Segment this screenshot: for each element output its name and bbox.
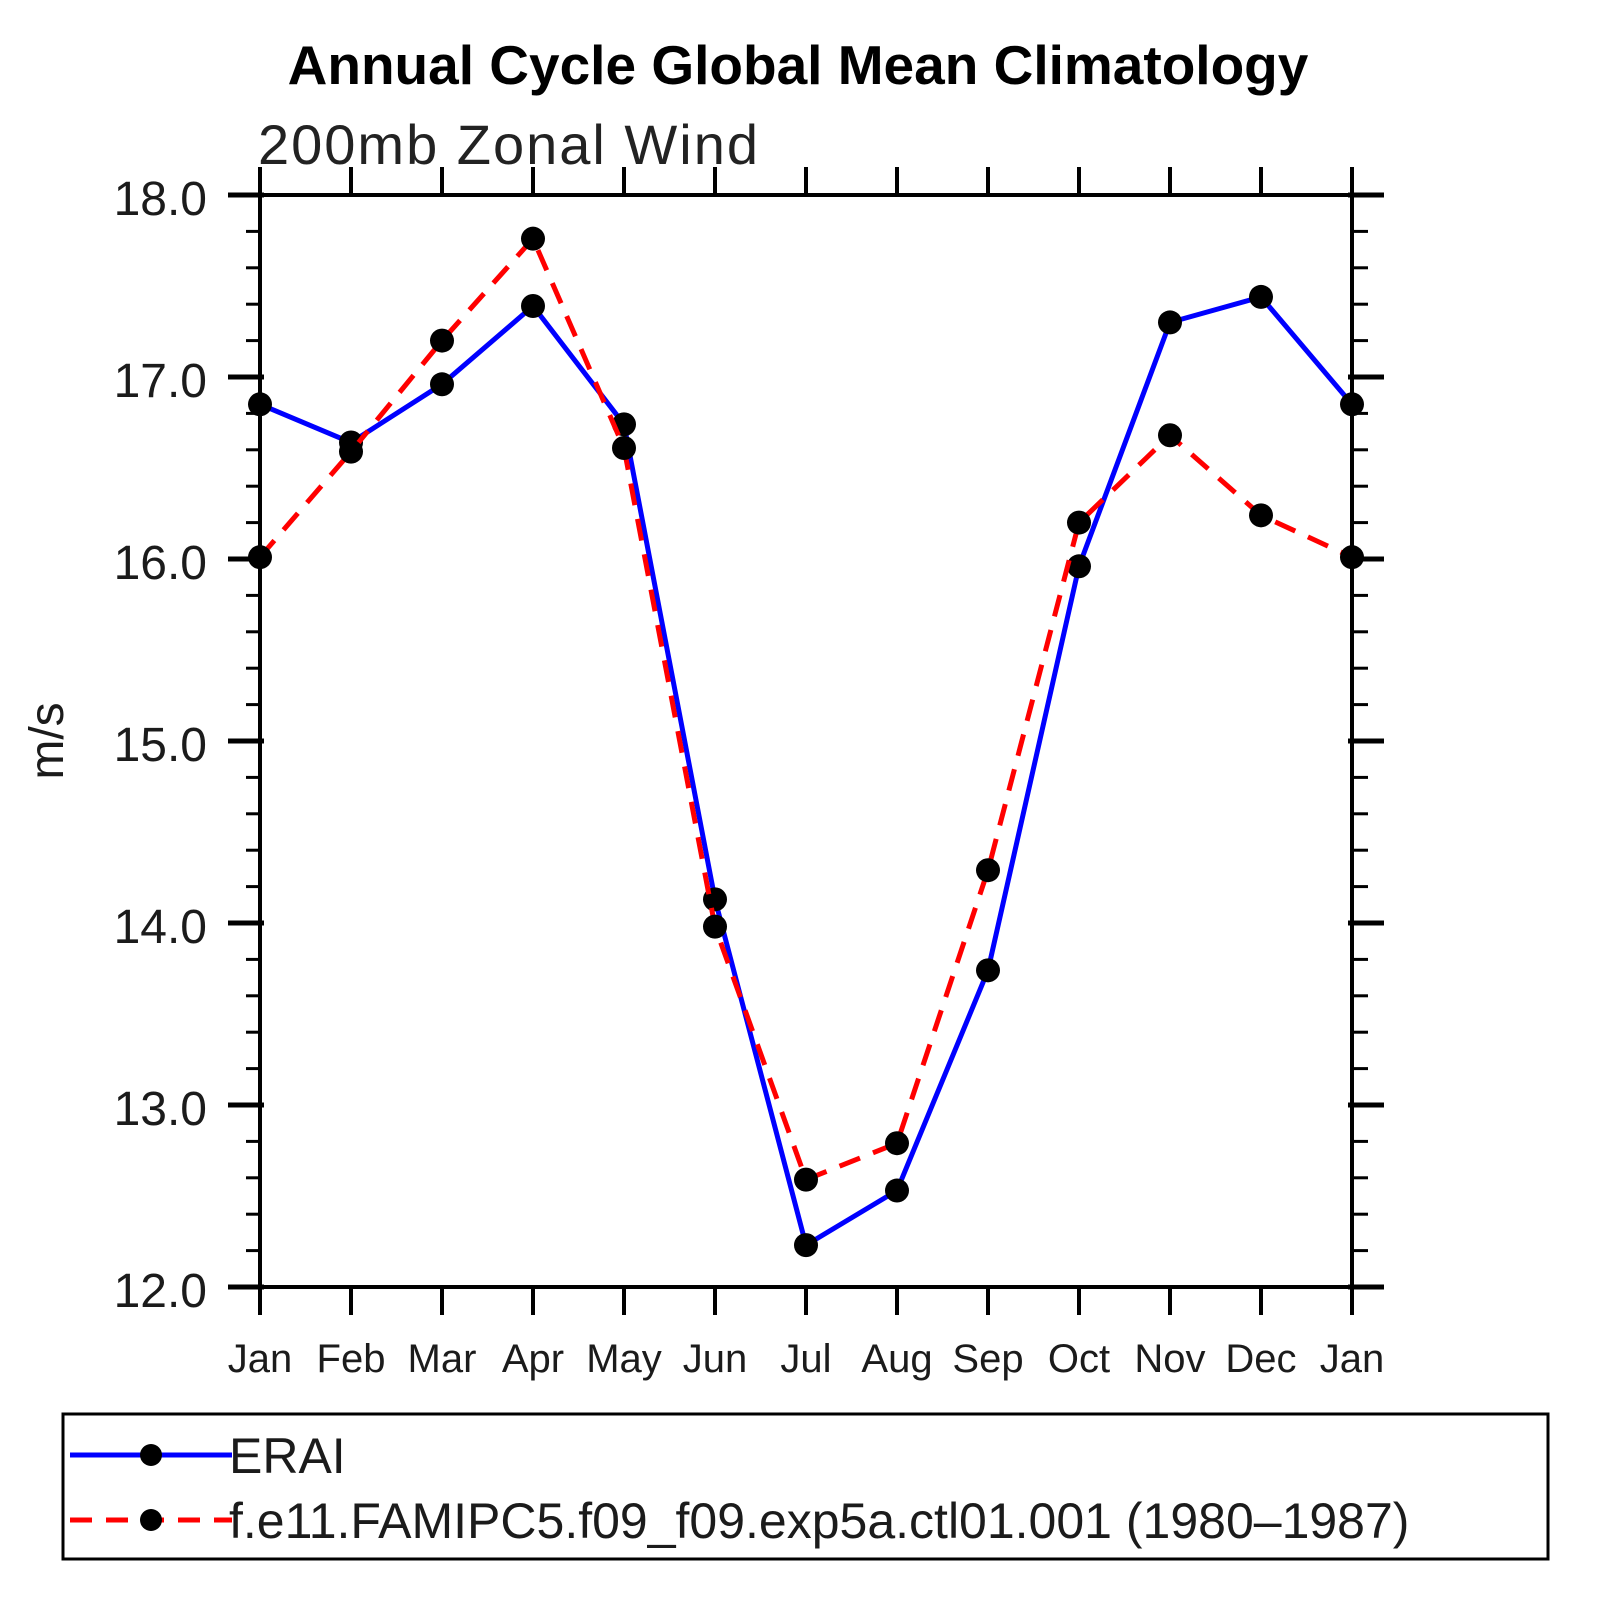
plot-area: Jan Feb Mar Apr May Jun Jul Aug Sep Oct Nov Dec Jan 1… <box>114 167 1385 1381</box>
series-0-marker <box>885 1178 909 1203</box>
x-tick-label: Apr <box>502 1337 564 1381</box>
series-0-marker <box>1158 310 1182 335</box>
series-0-marker <box>1340 392 1364 417</box>
series-0 <box>248 284 1364 1258</box>
x-tick-label: Feb <box>317 1337 386 1381</box>
chart-subtitle: 200mb Zonal Wind <box>258 113 760 176</box>
legend-box <box>61 1412 1550 1561</box>
chart-title: Annual Cycle Global Mean Climatology <box>288 34 1309 96</box>
legend-label-erai: ERAI <box>229 1428 346 1484</box>
x-tick-label: Jul <box>780 1337 831 1381</box>
series-0-marker <box>1249 284 1273 309</box>
series-1-marker <box>976 858 1000 883</box>
x-tick-label: Jan <box>228 1337 293 1381</box>
y-tick-label: 14.0 <box>114 901 207 954</box>
x-tick-label: Aug <box>861 1337 932 1381</box>
legend-label-model: f.e11.FAMIPC5.f09_f09.exp5a.ctl01.001 (1… <box>229 1493 1409 1549</box>
series-1-marker <box>703 914 727 939</box>
x-tick-label: Jan <box>1320 1337 1385 1381</box>
y-tick-label: 15.0 <box>114 719 207 772</box>
series-1-marker <box>1067 510 1091 535</box>
series-line-1 <box>258 234 1354 1183</box>
series-0-marker <box>248 392 272 417</box>
y-tick-label: 12.0 <box>114 1265 207 1318</box>
y-ticks <box>228 192 1384 1290</box>
y-tick-label: 18.0 <box>114 173 207 226</box>
series-0-marker <box>430 372 454 397</box>
legend-marker-erai-icon <box>140 1444 162 1466</box>
series-1 <box>248 226 1364 1192</box>
y-axis-label: m/s <box>21 702 74 779</box>
series-0-marker <box>1067 554 1091 579</box>
x-tick-label: Nov <box>1134 1337 1205 1381</box>
series-1-marker <box>1249 503 1273 528</box>
series-1-marker <box>430 328 454 353</box>
legend: ERAI f.e11.FAMIPC5.f09_f09.exp5a.ctl01.0… <box>61 1412 1550 1561</box>
series-line-0 <box>259 294 1354 1249</box>
x-tick-label: Dec <box>1225 1337 1296 1381</box>
x-tick-label: Jun <box>683 1337 748 1381</box>
y-tick-label: 13.0 <box>114 1083 207 1136</box>
x-tick-label: Oct <box>1048 1337 1110 1381</box>
x-tick-label: Mar <box>408 1337 477 1381</box>
series-1-marker <box>248 545 272 570</box>
series-1-marker <box>794 1167 818 1192</box>
x-ticks <box>258 167 1354 1315</box>
series-1-marker <box>1158 423 1182 448</box>
axes <box>258 193 1354 1289</box>
legend-marker-model-icon <box>140 1509 162 1531</box>
series-1-marker <box>612 435 636 460</box>
series-0-marker <box>521 294 545 319</box>
plot-frame <box>258 193 1354 1289</box>
x-tick-labels: Jan Feb Mar Apr May Jun Jul Aug Sep Oct Nov Dec Jan <box>228 1337 1385 1381</box>
series-1-marker <box>885 1131 909 1156</box>
series-0-marker <box>976 958 1000 983</box>
x-tick-label: May <box>586 1337 662 1381</box>
y-tick-label: 17.0 <box>114 355 207 408</box>
series-1-marker <box>339 439 363 464</box>
y-tick-label: 16.0 <box>114 537 207 590</box>
x-tick-label: Sep <box>952 1337 1023 1381</box>
series-1-marker <box>1340 545 1364 570</box>
y-tick-labels: 12.0 13.0 14.0 15.0 16.0 17.0 18.0 <box>114 173 207 1318</box>
series-1-marker <box>521 226 545 251</box>
series-0-marker <box>794 1233 818 1258</box>
